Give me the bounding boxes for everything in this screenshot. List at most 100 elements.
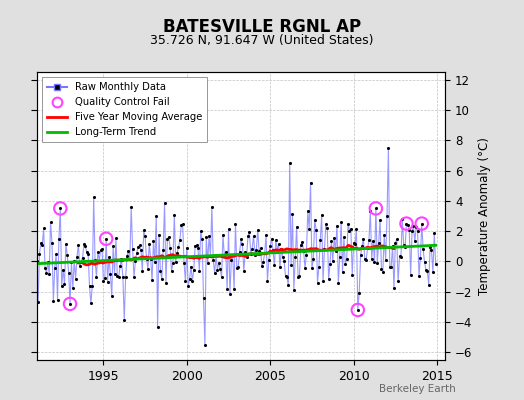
Point bbox=[84, 251, 92, 257]
Point bbox=[376, 217, 384, 223]
Point bbox=[249, 232, 258, 239]
Point bbox=[79, 254, 87, 261]
Point bbox=[244, 233, 252, 240]
Point bbox=[45, 271, 53, 277]
Point bbox=[429, 268, 437, 275]
Point bbox=[375, 240, 383, 246]
Point bbox=[217, 274, 226, 280]
Point bbox=[301, 264, 309, 271]
Point bbox=[292, 224, 301, 230]
Point bbox=[73, 254, 81, 260]
Point bbox=[319, 278, 328, 284]
Point bbox=[192, 242, 201, 248]
Point bbox=[212, 252, 220, 258]
Point bbox=[144, 265, 152, 272]
Point bbox=[56, 205, 64, 212]
Point bbox=[181, 278, 190, 284]
Point bbox=[283, 274, 291, 280]
Point bbox=[158, 276, 166, 282]
Point bbox=[103, 278, 112, 285]
Point bbox=[126, 256, 134, 263]
Point bbox=[315, 264, 323, 270]
Point bbox=[295, 273, 303, 280]
Point bbox=[199, 295, 208, 302]
Point bbox=[386, 264, 394, 270]
Point bbox=[42, 270, 51, 276]
Point bbox=[351, 241, 359, 247]
Point bbox=[184, 282, 192, 289]
Point bbox=[50, 264, 59, 271]
Point bbox=[424, 281, 433, 288]
Point bbox=[83, 249, 91, 255]
Point bbox=[313, 280, 322, 286]
Point bbox=[171, 258, 180, 265]
Point bbox=[337, 219, 345, 225]
Point bbox=[270, 262, 279, 269]
Point bbox=[258, 263, 266, 270]
Point bbox=[122, 274, 130, 280]
Point bbox=[120, 316, 128, 323]
Point bbox=[354, 307, 362, 313]
Point bbox=[402, 220, 411, 227]
Point bbox=[70, 258, 79, 264]
Point bbox=[431, 261, 440, 267]
Point bbox=[238, 241, 247, 248]
Point bbox=[237, 236, 245, 243]
Point bbox=[280, 258, 288, 264]
Point bbox=[350, 239, 358, 246]
Point bbox=[366, 208, 375, 214]
Point bbox=[194, 244, 202, 251]
Point bbox=[177, 222, 185, 229]
Point bbox=[173, 250, 181, 256]
Point bbox=[159, 247, 167, 253]
Point bbox=[370, 259, 379, 265]
Point bbox=[32, 257, 41, 264]
Point bbox=[230, 286, 238, 292]
Point bbox=[392, 236, 401, 242]
Point bbox=[206, 253, 215, 259]
Point bbox=[358, 243, 366, 250]
Point bbox=[248, 245, 256, 252]
Point bbox=[256, 245, 265, 252]
Point bbox=[402, 220, 411, 227]
Point bbox=[94, 248, 102, 255]
Point bbox=[95, 258, 103, 264]
Point bbox=[241, 249, 249, 255]
Point bbox=[405, 226, 413, 233]
Point bbox=[262, 232, 270, 239]
Point bbox=[223, 286, 231, 292]
Point bbox=[329, 258, 337, 264]
Point bbox=[335, 253, 344, 260]
Point bbox=[123, 252, 131, 259]
Point bbox=[235, 248, 244, 255]
Point bbox=[233, 265, 241, 272]
Point bbox=[403, 222, 412, 228]
Point bbox=[294, 274, 302, 280]
Point bbox=[333, 222, 341, 229]
Point bbox=[341, 260, 350, 267]
Point bbox=[372, 205, 380, 212]
Point bbox=[219, 232, 227, 238]
Point bbox=[397, 254, 405, 260]
Point bbox=[62, 241, 70, 247]
Point bbox=[277, 246, 286, 252]
Point bbox=[345, 227, 354, 234]
Point bbox=[160, 200, 169, 206]
Point bbox=[92, 273, 101, 280]
Point bbox=[111, 271, 119, 277]
Point bbox=[37, 240, 45, 246]
Point bbox=[167, 268, 176, 274]
Point bbox=[156, 268, 165, 274]
Point bbox=[391, 240, 399, 246]
Point bbox=[367, 256, 376, 262]
Point bbox=[85, 283, 94, 289]
Point bbox=[416, 254, 424, 261]
Point bbox=[39, 225, 48, 232]
Point bbox=[195, 268, 203, 274]
Point bbox=[74, 241, 83, 248]
Point bbox=[243, 254, 251, 260]
Point bbox=[344, 220, 352, 227]
Point bbox=[343, 256, 351, 262]
Point bbox=[288, 211, 297, 217]
Point bbox=[60, 281, 69, 287]
